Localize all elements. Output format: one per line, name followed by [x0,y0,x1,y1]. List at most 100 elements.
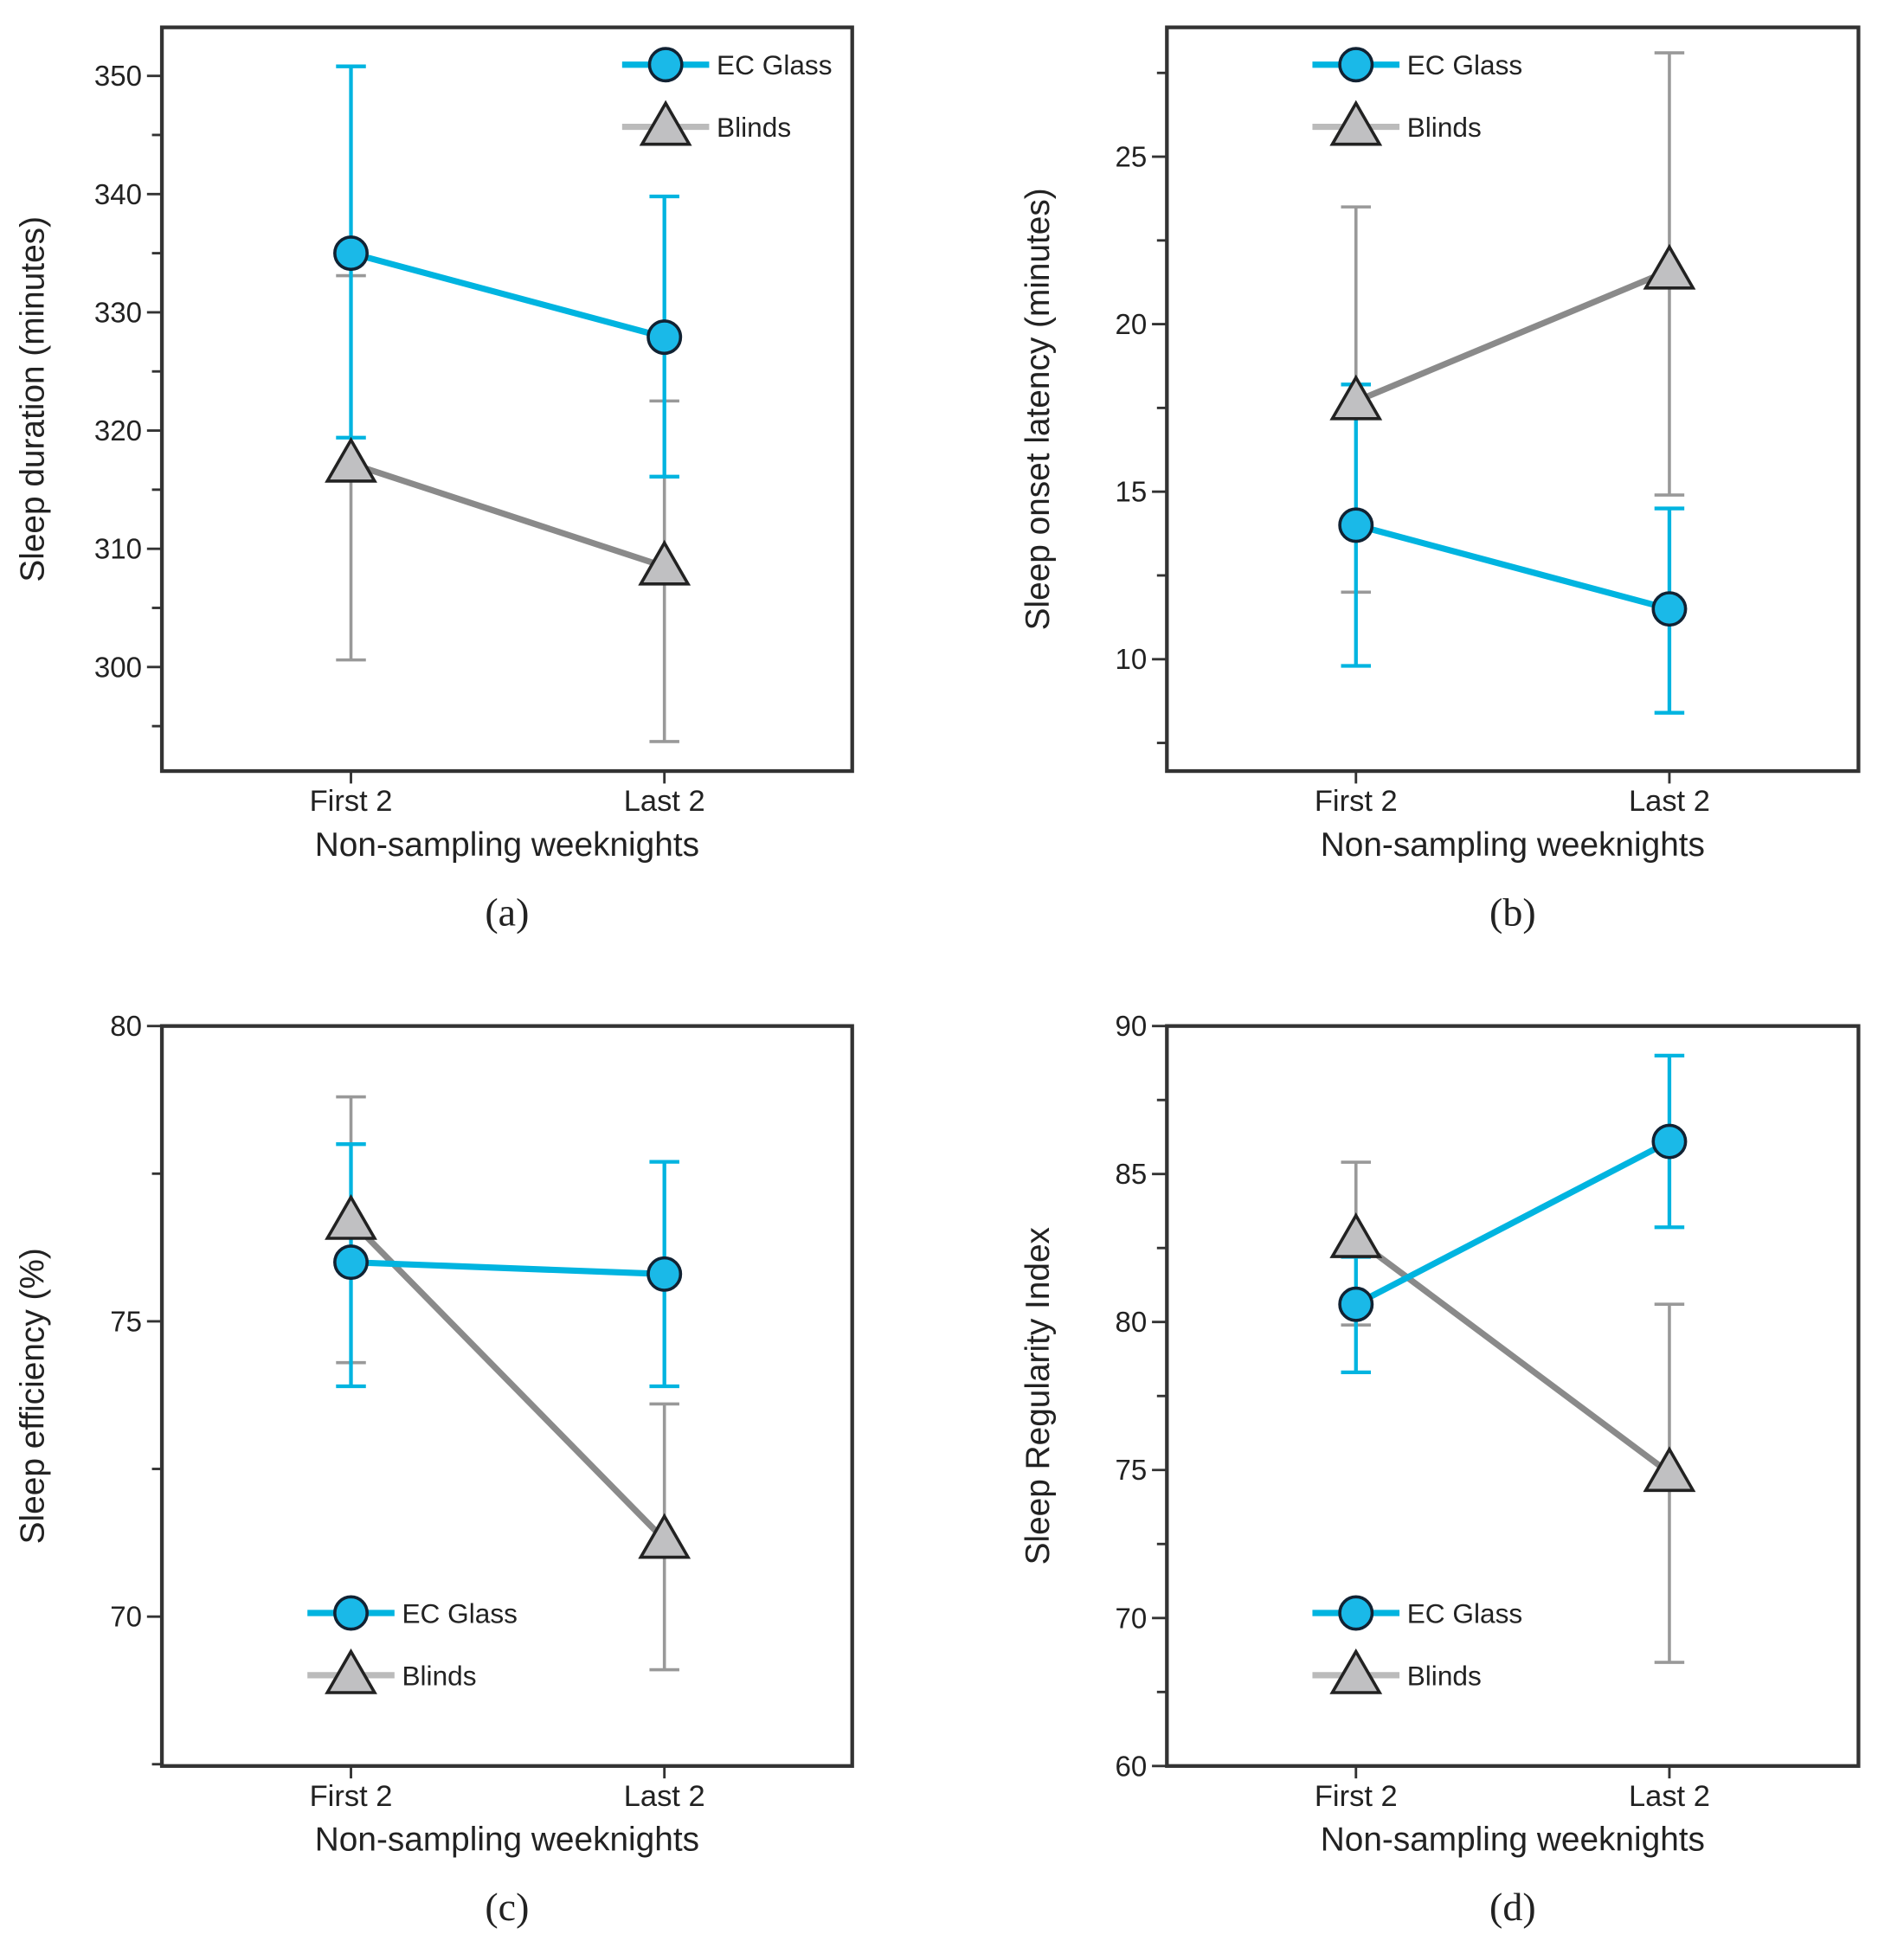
x-tick-label: First 2 [1315,785,1398,818]
series-blinds-line [1354,1237,1672,1476]
y-tick-label: 320 [94,415,142,447]
data-point-ec-glass [333,235,370,272]
series-line [1354,1237,1672,1476]
y-tick-label: 310 [94,534,142,566]
legend: EC Glass Blinds [307,1595,518,1694]
legend-marker-blinds [325,1648,377,1694]
y-tick-label: 70 [110,1602,142,1634]
panel-label: (b) [1489,890,1536,934]
x-tick-label: Last 2 [1629,1780,1710,1813]
x-tick-label: First 2 [1315,1780,1398,1813]
legend-marker-ec-glass [1338,47,1374,83]
panel-b: 10 15 20 25 First 2 Last 2 Non-sampling weekni… [1019,25,1861,934]
series-line [351,1259,665,1277]
data-point-ec-glass [1651,1123,1688,1160]
legend-label-blinds: Blinds [1407,112,1482,143]
legend-label-blinds: Blinds [717,112,791,143]
series-blinds-line [348,1218,667,1542]
plot-frame [1165,25,1861,774]
data-point-blinds [325,436,377,483]
y-axis-label: Sleep efficiency (%) [15,1248,52,1544]
x-axis-label: Non-sampling weeknights [1321,826,1705,864]
series-blinds [336,273,679,743]
series-line [1354,267,1671,404]
legend-marker-ec-glass [647,47,684,83]
series-ec-glass-line [1354,1138,1671,1308]
y-tick-label: 70 [1116,1603,1148,1635]
y-tick-label: 350 [94,61,142,93]
y-axis-label: Sleep duration (minutes) [15,216,52,582]
series-line [1354,1138,1671,1308]
data-point-blinds [1329,1212,1383,1258]
y-tick-label: 330 [94,297,142,329]
data-point-ec-glass [1651,591,1688,627]
legend-label-blinds: Blinds [1407,1660,1482,1691]
series-ec-glass-line [351,1259,665,1277]
y-tick-label: 340 [94,179,142,211]
data-point-ec-glass [333,1244,370,1281]
series-blinds [1341,51,1685,594]
series-blinds [1341,1160,1685,1664]
x-tick-label: First 2 [310,1780,393,1813]
data-point-ec-glass [1338,507,1374,543]
y-tick-label: 75 [1116,1455,1148,1487]
panel-label: (d) [1489,1885,1536,1929]
plot-frame [159,1024,854,1768]
x-axis-label: Non-sampling weeknights [1321,1822,1705,1859]
panel-label: (c) [485,1885,529,1929]
legend: EC Glass Blinds [1312,47,1522,146]
series-line [350,460,666,570]
data-point-blinds [1643,1446,1696,1493]
legend-label-ec-glass: EC Glass [402,1598,518,1629]
plot-frame [1165,1024,1861,1768]
y-tick-label: 300 [94,652,142,684]
y-axis-label: Sleep Regularity Index [1019,1227,1057,1565]
y-tick-label: 85 [1116,1159,1148,1191]
panel-label: (a) [485,890,529,934]
x-axis-label: Non-sampling weeknights [315,1822,699,1859]
series-line [350,250,666,341]
series-line [348,1218,667,1542]
data-point-blinds [638,539,691,586]
series-ec-glass-line [350,250,666,341]
y-tick-label: 80 [1116,1307,1148,1339]
panel-d: 60 70 75 80 85 90 First 2 Last 2 Non-sampling we… [1019,1011,1861,1929]
legend-label-ec-glass: EC Glass [1407,1598,1522,1629]
legend-label-ec-glass: EC Glass [1407,49,1522,80]
series-ec-glass [1341,382,1685,715]
x-axis-label: Non-sampling weeknights [315,826,699,864]
series-ec-glass-line [1354,522,1670,613]
data-point-blinds [325,1193,377,1240]
legend-marker-blinds [639,100,692,146]
y-tick-label: 60 [1116,1751,1148,1783]
series-line [1354,522,1670,613]
y-axis-label: Sleep onset latency (minutes) [1019,188,1057,630]
legend-marker-blinds [1329,1648,1383,1694]
data-point-blinds [1643,243,1696,290]
legend-label-ec-glass: EC Glass [717,49,833,80]
data-point-blinds [1329,374,1383,421]
panel-c: 70 75 80 First 2 Last 2 Non-sampling weeknigh… [15,1011,854,1929]
data-point-ec-glass [1338,1286,1374,1322]
y-tick-label: 25 [1116,142,1148,174]
y-tick-label: 90 [1116,1011,1148,1043]
series-blinds-line [1354,267,1671,404]
y-tick-label: 15 [1116,477,1148,509]
x-tick-label: Last 2 [624,1780,705,1813]
y-tick-label: 80 [110,1011,142,1043]
y-tick-label: 10 [1116,644,1148,676]
series-ec-glass [1341,1053,1685,1375]
legend: EC Glass Blinds [1312,1595,1522,1694]
legend-marker-blinds [1329,100,1383,146]
x-tick-label: Last 2 [1629,785,1710,818]
data-point-ec-glass [646,1256,683,1292]
data-point-ec-glass [646,319,683,356]
data-point-blinds [638,1513,691,1559]
x-tick-label: Last 2 [624,785,705,818]
legend-label-blinds: Blinds [402,1660,476,1691]
y-tick-label: 20 [1116,309,1148,341]
series-blinds-line [350,460,666,570]
x-tick-label: First 2 [310,785,393,818]
legend-marker-ec-glass [1338,1595,1374,1631]
